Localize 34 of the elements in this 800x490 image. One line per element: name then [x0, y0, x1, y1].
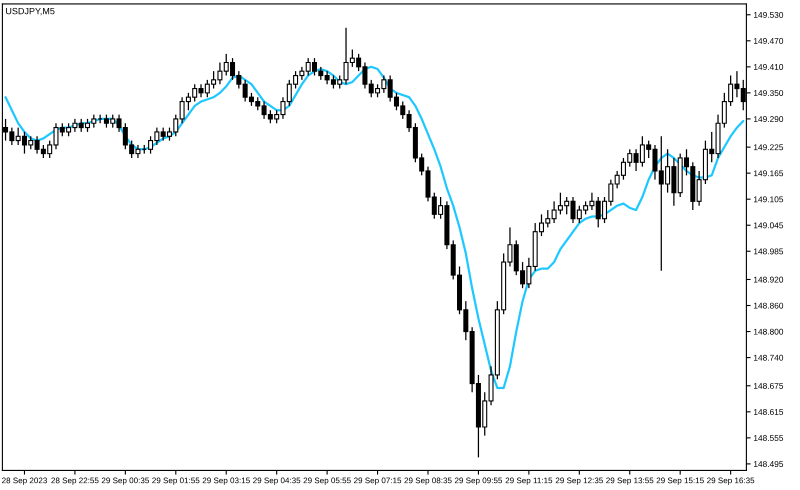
x-tick-label: 29 Sep 05:55: [304, 478, 351, 485]
x-tick-label: 29 Sep 08:35: [404, 478, 452, 485]
y-tick-label: 149.165: [754, 170, 784, 176]
y-tick-label: 148.675: [754, 382, 784, 389]
y-tick-label: 148.740: [754, 354, 784, 361]
y-tick-label: 148.860: [754, 302, 784, 309]
y-tick-label: 148.555: [754, 435, 784, 441]
x-tick-label: 29 Sep 11:15: [506, 478, 552, 485]
x-tick-label: 29 Sep 15:15: [656, 478, 704, 485]
y-tick-label: 149.105: [754, 196, 784, 202]
x-tick-label: 29 Sep 04:35: [253, 478, 300, 485]
x-tick-label: 29 Sep 00:35: [102, 478, 149, 485]
y-tick-label: 148.800: [754, 328, 784, 335]
y-tick-label: 149.225: [754, 144, 784, 150]
y-tick-label: 149.470: [754, 38, 784, 44]
x-tick-label: 29 Sep 13:55: [606, 478, 654, 485]
y-tick-label: 148.920: [754, 276, 784, 283]
y-tick-label: 148.985: [754, 248, 784, 254]
y-tick-label: 149.290: [754, 116, 784, 122]
y-tick-label: 149.045: [754, 222, 784, 228]
chart-title: USDJPY,M5: [6, 8, 54, 16]
y-tick-label: 148.495: [754, 461, 784, 467]
y-tick-label: 148.615: [754, 409, 784, 415]
y-tick-label: 149.410: [754, 64, 784, 70]
x-tick-label: 29 Sep 09:55: [454, 478, 502, 485]
y-tick-label: 149.350: [754, 90, 784, 96]
x-tick-label: 29 Sep 01:55: [152, 478, 200, 485]
x-tick-label: 28 Sep 22:55: [51, 478, 99, 485]
x-tick-label: 28 Sep 2023: [2, 478, 47, 485]
x-tick-label: 29 Sep 12:35: [556, 478, 603, 485]
x-tick-label: 29 Sep 16:35: [707, 478, 754, 485]
y-tick-label: 149.530: [754, 12, 784, 18]
x-tick-label: 29 Sep 07:15: [354, 478, 402, 485]
x-tick-label: 29 Sep 03:15: [202, 478, 250, 485]
